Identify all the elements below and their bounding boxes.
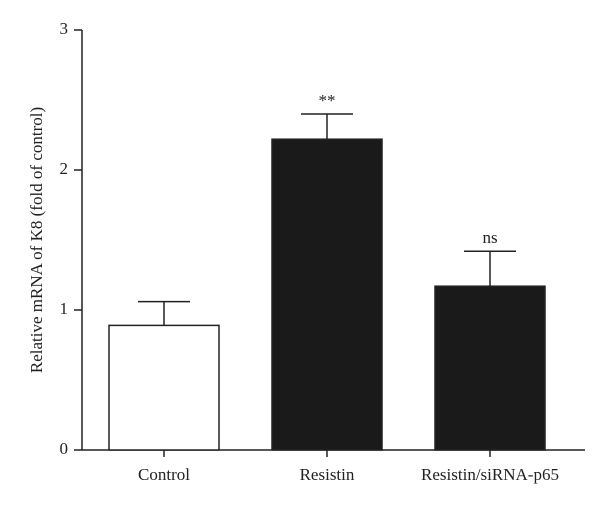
significance-label-3: ns: [482, 228, 497, 247]
labels-group: Control Resistin ** Resistin/siRNA-p65 ns: [138, 91, 559, 484]
y-tick-label-1: 1: [60, 299, 69, 318]
bars-group: [108, 113, 546, 451]
category-label-3: Resistin/siRNA-p65: [421, 465, 559, 484]
y-tick-label-2: 2: [60, 159, 69, 178]
bar-2: [271, 138, 383, 451]
bar-1: [108, 324, 220, 451]
significance-label-2: **: [319, 91, 336, 110]
category-label-2: Resistin: [300, 465, 355, 484]
category-label-1: Control: [138, 465, 190, 484]
bar-3: [434, 285, 546, 451]
y-tick-label-0: 0: [60, 439, 69, 458]
y-tick-label-3: 3: [60, 19, 69, 38]
y-axis-label: Relative mRNA of K8 (fold of control): [27, 107, 46, 373]
